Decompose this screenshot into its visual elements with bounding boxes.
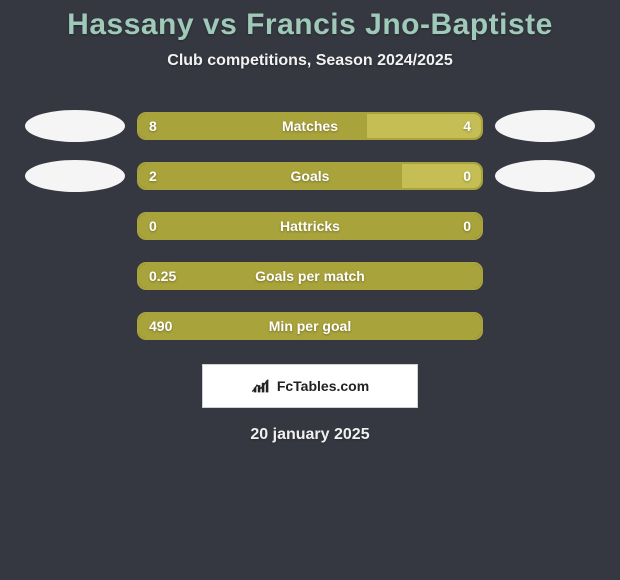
stat-value-right: 0 [463,214,471,238]
badge-spacer [25,210,125,242]
stat-metric-label: Hattricks [139,214,481,238]
stat-bar: 490Min per goal [137,312,483,340]
attribution-text: FcTables.com [277,378,369,394]
date-text: 20 january 2025 [0,426,620,444]
badge-spacer [495,310,595,342]
stat-rows: 8Matches42Goals00Hattricks00.25Goals per… [0,110,620,342]
stat-metric-label: Goals [139,164,481,188]
bar-chart-icon [251,378,271,394]
stat-value-right: 0 [463,164,471,188]
badge-spacer [495,260,595,292]
stat-metric-label: Min per goal [139,314,481,338]
stat-bar: 8Matches4 [137,112,483,140]
stat-row: 0.25Goals per match [0,260,620,292]
stat-bar: 2Goals0 [137,162,483,190]
stat-metric-label: Matches [139,114,481,138]
team-badge-right [495,110,595,142]
attribution-badge: FcTables.com [202,364,418,408]
stat-bar: 0.25Goals per match [137,262,483,290]
stat-metric-label: Goals per match [139,264,481,288]
team-badge-right [495,160,595,192]
stat-row: 2Goals0 [0,160,620,192]
badge-spacer [25,310,125,342]
stat-bar: 0Hattricks0 [137,212,483,240]
badge-spacer [495,210,595,242]
page-subtitle: Club competitions, Season 2024/2025 [0,52,620,70]
badge-spacer [25,260,125,292]
comparison-card: Hassany vs Francis Jno-Baptiste Club com… [0,0,620,580]
team-badge-left [25,160,125,192]
stat-row: 490Min per goal [0,310,620,342]
stat-value-right: 4 [463,114,471,138]
stat-row: 0Hattricks0 [0,210,620,242]
stat-row: 8Matches4 [0,110,620,142]
team-badge-left [25,110,125,142]
page-title: Hassany vs Francis Jno-Baptiste [0,8,620,42]
